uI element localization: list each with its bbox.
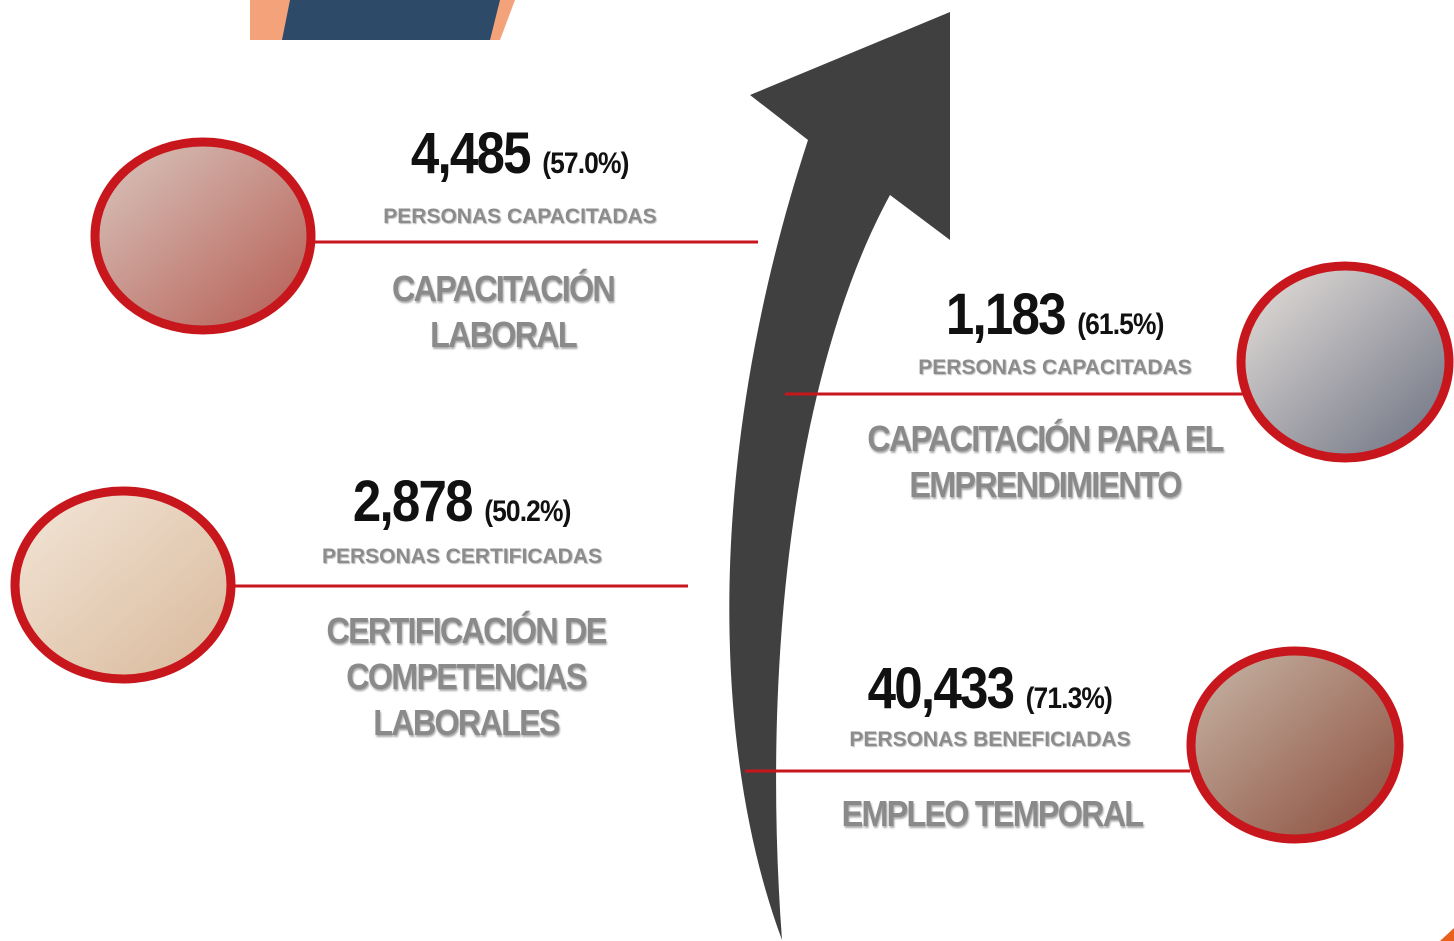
figure: 2,878 (50.2%) — [353, 469, 572, 544]
figure: 4,485 (57.0%) — [411, 121, 630, 196]
corner-mark — [1440, 928, 1454, 941]
figure-label: PERSONAS CERTIFICADAS — [321, 545, 603, 568]
program-title-line: COMPETENCIAS — [346, 656, 587, 697]
figure-block: 1,183 (61.5%) — [795, 283, 1315, 357]
figure-number: 1,183 — [946, 282, 1067, 347]
program-title-line: LABORAL — [430, 314, 578, 355]
photo — [10, 486, 236, 684]
figure: 40,433 (71.3%) — [867, 656, 1113, 731]
figure-block: 2,878 (50.2%) — [202, 470, 722, 544]
photo — [90, 137, 316, 335]
figure-number: 2,878 — [353, 469, 474, 534]
photo — [1186, 646, 1404, 844]
figure-percent: (50.2%) — [484, 495, 572, 528]
figure-block: 40,433 (71.3%) — [730, 657, 1250, 731]
program-title-line: CAPACITACIÓN PARA EL — [867, 418, 1224, 459]
program-title-line: EMPLEO TEMPORAL — [841, 793, 1144, 834]
growth-arrow — [729, 12, 950, 940]
program-title: CERTIFICACIÓN DE COMPETENCIAS LABORALES — [206, 608, 726, 746]
figure-percent: (57.0%) — [542, 147, 630, 180]
program-title: CAPACITACIÓN LABORAL — [243, 266, 763, 358]
figure-percent: (61.5%) — [1077, 308, 1165, 341]
program-title-line: LABORALES — [373, 702, 560, 743]
figure-percent: (71.3%) — [1025, 682, 1113, 715]
figure-block: 4,485 (57.0%) — [260, 122, 780, 196]
photo — [1236, 261, 1454, 463]
program-title-line: CERTIFICACIÓN DE — [326, 610, 608, 651]
figure-number: 4,485 — [411, 121, 532, 186]
program-title-line: CAPACITACIÓN — [392, 268, 616, 309]
program-title: CAPACITACIÓN PARA EL EMPRENDIMIENTO — [785, 416, 1305, 508]
figure-shirt — [282, 0, 500, 40]
figure-number: 40,433 — [867, 656, 1015, 721]
program-title: EMPLEO TEMPORAL — [732, 791, 1252, 837]
figure-label: PERSONAS BENEFICIADAS — [849, 728, 1131, 751]
program-title-line: EMPRENDIMIENTO — [909, 464, 1182, 505]
figure: 1,183 (61.5%) — [946, 282, 1165, 357]
figure-label: PERSONAS CAPACITADAS — [918, 356, 1192, 379]
figure-label: PERSONAS CAPACITADAS — [383, 205, 657, 228]
